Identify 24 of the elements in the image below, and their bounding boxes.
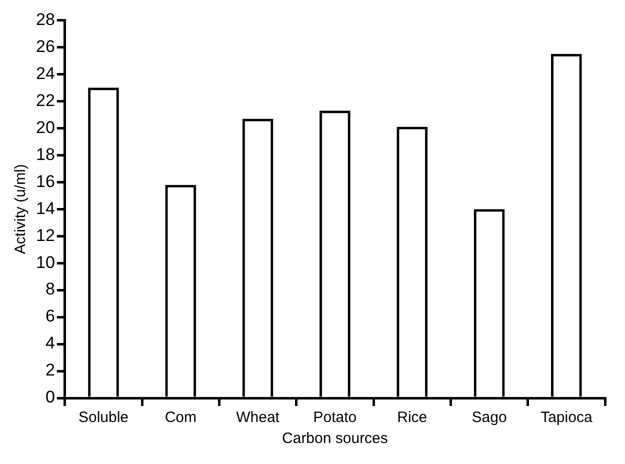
y-tick-label: 26 [36,36,55,56]
y-axis-title: Activity (u/ml) [12,164,30,254]
y-tick-label: 0 [45,388,55,407]
y-tick-label: 16 [36,172,55,191]
y-tick-label: 10 [36,252,55,272]
x-tick-label: Potato [313,409,357,426]
x-tick-label: Tapioca [540,409,593,426]
y-tick-label: 4 [45,334,55,353]
y-tick-label: 8 [45,280,55,299]
x-tick-label: Wheat [236,409,280,426]
x-tick-label: Com [164,409,196,426]
y-tick-label: 14 [36,198,55,218]
y-tick-label: 20 [36,118,55,137]
y-tick-label: 24 [36,64,55,83]
y-tick-label: 6 [45,306,55,326]
x-tick-label: Sago [472,409,507,426]
y-tick-label: 22 [36,90,55,110]
y-tick-label: 18 [36,144,55,164]
x-axis-title: Carbon sources [282,430,388,448]
y-tick-label: 2 [45,360,55,380]
y-tick-label: 12 [36,226,55,245]
x-tick-label: Soluble [78,409,129,426]
y-tick-label: 28 [36,10,55,29]
x-tick-label: Rice [397,409,428,426]
